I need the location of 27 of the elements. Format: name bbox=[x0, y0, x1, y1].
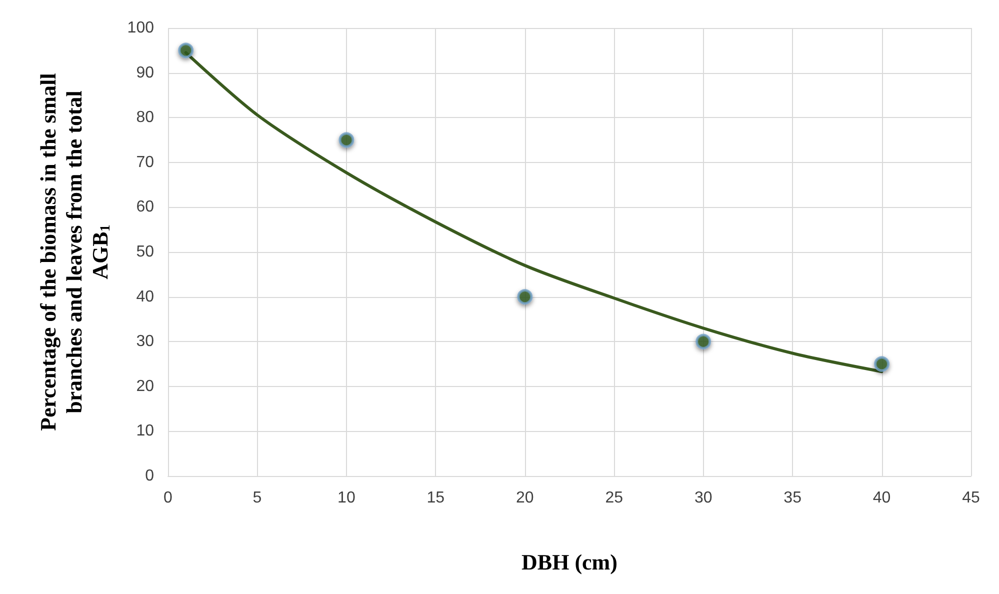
y-tick-label: 80 bbox=[136, 109, 154, 126]
x-tick-label: 5 bbox=[252, 490, 262, 506]
x-tick-label: 0 bbox=[164, 490, 173, 506]
x-axis-title: DBH (cm) bbox=[522, 550, 618, 574]
x-tick-label: 25 bbox=[605, 490, 624, 506]
y-tick-label: 0 bbox=[145, 468, 154, 484]
x-tick-label: 40 bbox=[872, 490, 891, 506]
x-tick-label: 10 bbox=[338, 490, 356, 506]
x-tick-label: 30 bbox=[694, 490, 712, 506]
point bbox=[874, 356, 890, 372]
point bbox=[517, 289, 533, 305]
y-tick-label: 60 bbox=[136, 198, 154, 216]
y-tick-label: 50 bbox=[136, 244, 154, 260]
x-tick-label: 20 bbox=[516, 490, 534, 506]
x-tick-label: 45 bbox=[962, 490, 980, 506]
y-tick-label: 10 bbox=[136, 422, 154, 440]
y-tick-label: 70 bbox=[136, 154, 154, 171]
y-tick-label: 40 bbox=[136, 288, 154, 306]
y-tick-label: 100 bbox=[127, 20, 154, 36]
x-tick-label: 35 bbox=[784, 490, 802, 506]
x-tick-label: 15 bbox=[426, 490, 445, 506]
y-tick-label: 90 bbox=[136, 64, 154, 82]
point bbox=[338, 132, 354, 148]
y-tick-label: 30 bbox=[136, 333, 154, 350]
point bbox=[696, 334, 712, 350]
y-tick-label: 20 bbox=[136, 378, 154, 395]
point bbox=[178, 42, 194, 58]
